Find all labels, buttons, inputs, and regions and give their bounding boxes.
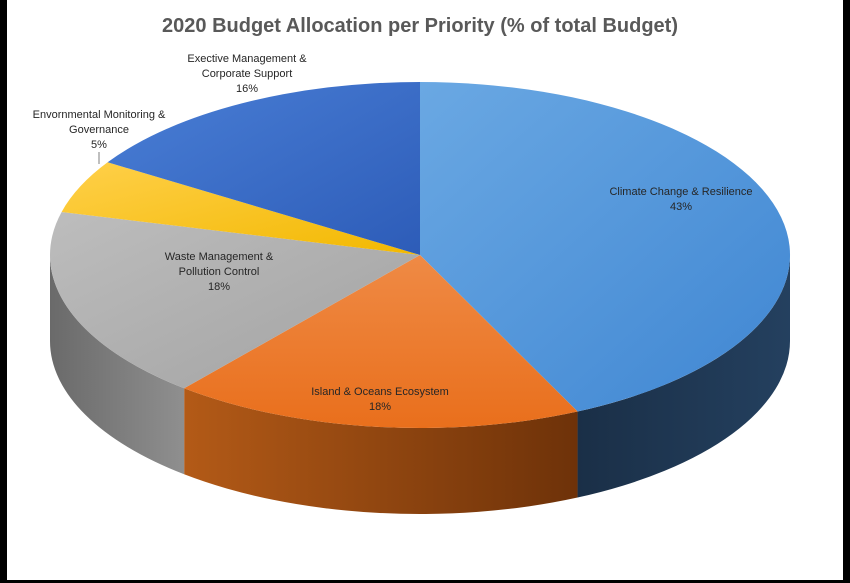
pie-labels: Climate Change & Resilience 43% Island & O…: [33, 53, 753, 413]
slice-label-exective-management-corporate-support: Exective Management & Corporate Support 16…: [187, 53, 307, 95]
slice-label-envornmental-monitoring-governance: Envornmental Monitoring & Governance 5%: [33, 109, 166, 151]
slice-label-climate-change-resilience: Climate Change & Resilience 43%: [609, 186, 752, 213]
slice-label-waste-management-pollution-control: Waste Management & Pollution Control 18%: [165, 251, 274, 293]
pie-slice-climate-change-resilience: [420, 82, 791, 412]
pie-slice-island-oceans-ecosystem: [184, 255, 578, 429]
chart-area: 2020 Budget Allocation per Priority (% o…: [7, 0, 843, 580]
pie-side-waste-management-pollution-control: [50, 255, 185, 475]
chart-title: 2020 Budget Allocation per Priority (% o…: [162, 15, 678, 37]
slice-label-island-oceans-ecosystem: Island & Oceans Ecosystem 18%: [311, 386, 449, 413]
pie-side-island-oceans-ecosystem: [184, 388, 578, 515]
pie-sides: [50, 255, 790, 515]
pie-slice-exective-management-corporate-support: [107, 81, 420, 255]
pie-slices: [49, 81, 791, 429]
pie-chart: 2020 Budget Allocation per Priority (% o…: [33, 15, 791, 515]
pie-side-climate-change-resilience: [577, 255, 790, 498]
pie-slice-envornmental-monitoring-governance: [61, 162, 421, 255]
pie-slice-waste-management-pollution-control: [49, 211, 420, 389]
